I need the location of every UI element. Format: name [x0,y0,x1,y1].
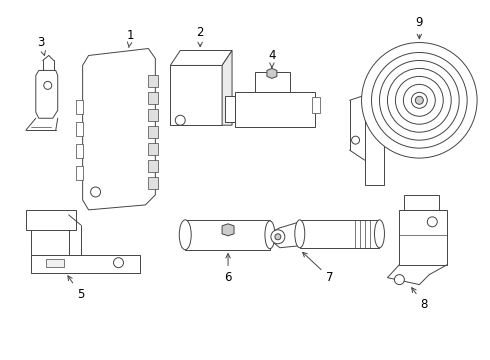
Circle shape [175,115,185,125]
Text: 5: 5 [68,276,84,301]
Bar [26,210,75,230]
Bar [312,97,319,113]
Bar [148,109,158,121]
Text: 8: 8 [412,288,428,311]
Text: 9: 9 [416,16,423,39]
Bar [148,126,158,138]
Text: 3: 3 [37,36,46,55]
Circle shape [403,84,435,116]
Bar [31,215,69,255]
Bar [75,122,83,136]
Circle shape [44,81,52,89]
Polygon shape [270,222,300,248]
Bar [31,255,141,273]
Bar [75,166,83,180]
Polygon shape [83,49,155,210]
Ellipse shape [374,220,385,248]
Circle shape [395,76,443,124]
Circle shape [275,234,281,240]
Bar [148,160,158,172]
Bar [75,144,83,158]
Circle shape [388,68,451,132]
Polygon shape [267,68,277,78]
Circle shape [91,187,100,197]
Circle shape [352,136,360,144]
Bar [148,143,158,155]
Circle shape [362,42,477,158]
Polygon shape [222,50,232,125]
Circle shape [379,60,459,140]
Bar [255,72,290,92]
Circle shape [416,96,423,104]
Circle shape [394,275,404,285]
Bar [399,210,447,265]
Circle shape [412,92,427,108]
Circle shape [371,53,467,148]
Ellipse shape [295,220,305,248]
Circle shape [271,230,285,244]
Bar [404,195,439,210]
Text: 1: 1 [127,29,134,48]
Polygon shape [222,224,234,236]
Polygon shape [171,50,232,66]
Bar [46,259,64,267]
Text: 4: 4 [268,49,276,68]
Bar [148,177,158,189]
Text: 7: 7 [303,252,333,284]
Polygon shape [36,71,58,118]
Ellipse shape [265,221,275,249]
Bar [75,100,83,114]
Bar [148,75,158,87]
Bar [148,92,158,104]
Text: 6: 6 [224,253,232,284]
Circle shape [114,258,123,268]
Bar [365,95,385,185]
Bar [225,96,235,122]
Bar [300,220,379,248]
Text: 2: 2 [196,26,204,47]
Circle shape [427,217,437,227]
Bar [235,92,315,127]
Ellipse shape [179,220,191,250]
Bar [185,220,270,250]
Bar [171,66,222,125]
